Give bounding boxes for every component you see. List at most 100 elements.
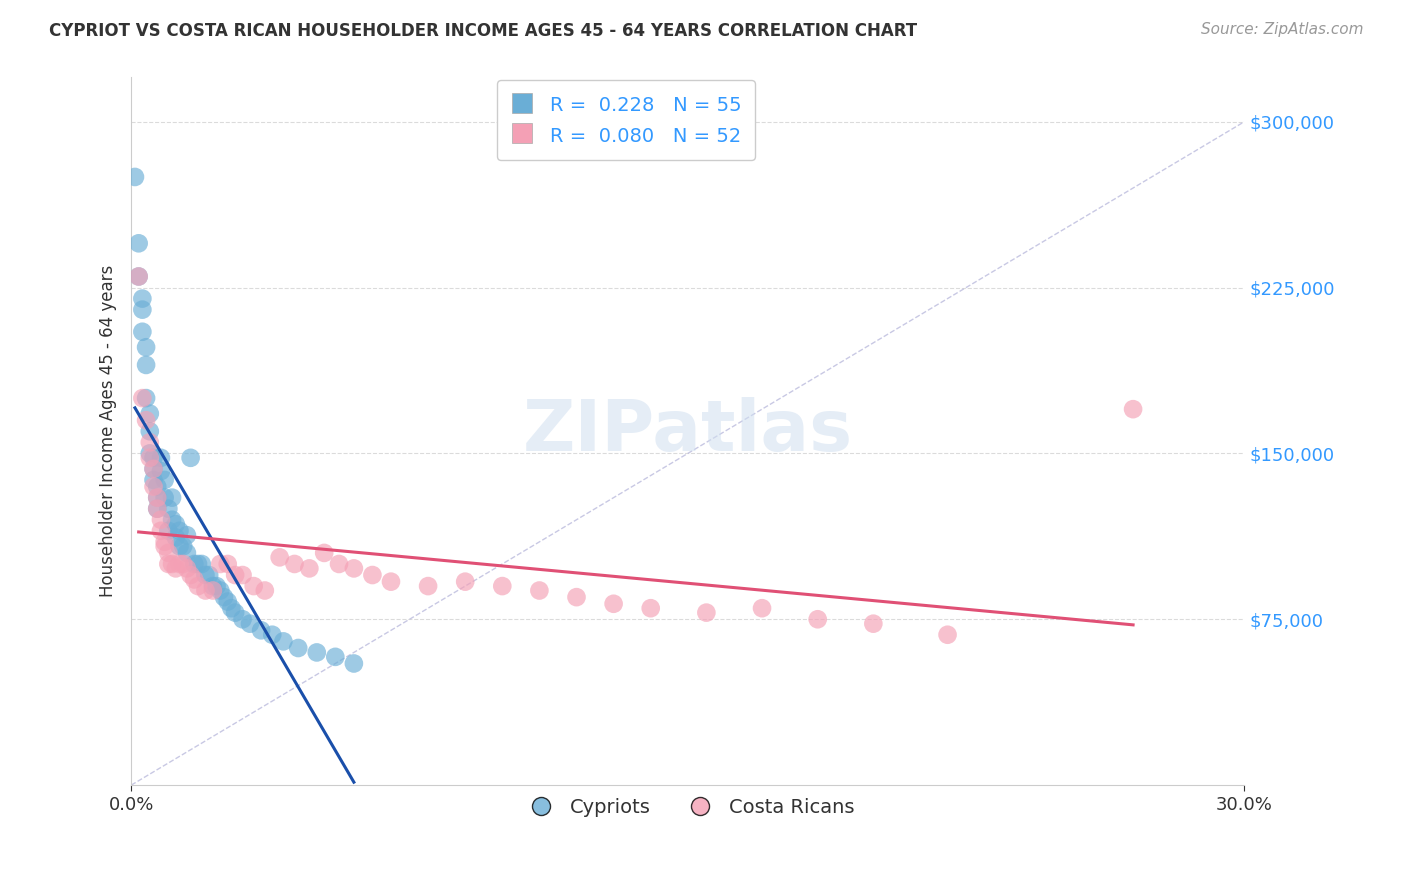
Text: Source: ZipAtlas.com: Source: ZipAtlas.com (1201, 22, 1364, 37)
Point (149, 450, 172, 465)
Point (135, 358, 157, 372)
Point (131, 391, 153, 405)
Point (180, 568, 202, 582)
Point (165, 561, 187, 575)
Point (131, 302, 153, 317)
Point (343, 657, 366, 671)
Point (139, 424, 162, 438)
Point (602, 597, 624, 611)
Point (454, 574, 477, 589)
Point (124, 169, 146, 184)
Point (146, 501, 169, 516)
Point (142, 462, 165, 476)
Point (269, 550, 291, 565)
Point (128, 269, 150, 284)
Point (139, 407, 162, 421)
Point (142, 450, 165, 465)
Point (298, 561, 321, 575)
Text: ZIPatlas: ZIPatlas (523, 397, 853, 466)
Point (198, 568, 221, 582)
Point (751, 601, 773, 615)
Point (187, 579, 209, 593)
Point (253, 583, 276, 598)
Point (232, 568, 254, 582)
Point (239, 616, 262, 631)
Point (314, 546, 336, 560)
Point (862, 616, 884, 631)
Point (936, 628, 959, 642)
Point (287, 640, 309, 655)
Point (187, 557, 209, 571)
Point (380, 574, 402, 589)
Point (157, 501, 180, 516)
Point (328, 557, 350, 571)
Point (565, 590, 588, 604)
Point (695, 606, 717, 620)
Point (343, 561, 366, 575)
Point (224, 568, 246, 582)
Point (142, 479, 165, 493)
Point (212, 590, 235, 604)
Point (135, 391, 157, 405)
Point (209, 583, 232, 598)
Point (221, 601, 243, 615)
Point (305, 645, 328, 659)
Point (146, 491, 169, 505)
Point (529, 583, 551, 598)
Point (183, 557, 205, 571)
Point (183, 573, 205, 587)
Point (361, 568, 384, 582)
Point (169, 524, 191, 538)
Point (172, 539, 194, 553)
Point (149, 513, 172, 527)
Point (201, 583, 224, 598)
Point (283, 557, 305, 571)
Point (149, 524, 172, 538)
Point (135, 340, 157, 354)
Point (1122, 402, 1144, 417)
Point (224, 606, 246, 620)
Point (160, 557, 183, 571)
Point (190, 557, 212, 571)
Point (209, 557, 232, 571)
Point (323, 649, 346, 664)
Point (169, 539, 191, 553)
Point (131, 325, 153, 339)
Point (128, 236, 150, 251)
Point (172, 557, 194, 571)
Point (153, 534, 176, 549)
Point (165, 517, 187, 532)
Point (157, 524, 180, 538)
Point (217, 557, 239, 571)
Text: CYPRIOT VS COSTA RICAN HOUSEHOLDER INCOME AGES 45 - 64 YEARS CORRELATION CHART: CYPRIOT VS COSTA RICAN HOUSEHOLDER INCOM… (49, 22, 917, 40)
Point (160, 513, 183, 527)
Point (160, 491, 183, 505)
Point (153, 539, 176, 553)
Point (491, 579, 513, 593)
Point (176, 561, 198, 575)
Point (807, 612, 830, 626)
Point (232, 612, 254, 626)
Point (194, 568, 217, 582)
Point (262, 628, 284, 642)
Point (139, 450, 162, 465)
Point (146, 479, 169, 493)
Point (273, 634, 295, 648)
Point (157, 557, 180, 571)
Point (250, 624, 273, 638)
Point (153, 473, 176, 487)
Y-axis label: Householder Income Ages 45 - 64 years: Householder Income Ages 45 - 64 years (100, 265, 117, 598)
Point (169, 557, 191, 571)
Point (146, 491, 169, 505)
Point (194, 583, 217, 598)
Point (142, 473, 165, 487)
Point (149, 464, 172, 478)
Point (640, 601, 662, 615)
Point (135, 413, 157, 427)
Point (142, 462, 165, 476)
Point (139, 435, 162, 450)
Legend: Cypriots, Costa Ricans: Cypriots, Costa Ricans (513, 790, 862, 825)
Point (201, 579, 224, 593)
Point (146, 501, 169, 516)
Point (180, 450, 202, 465)
